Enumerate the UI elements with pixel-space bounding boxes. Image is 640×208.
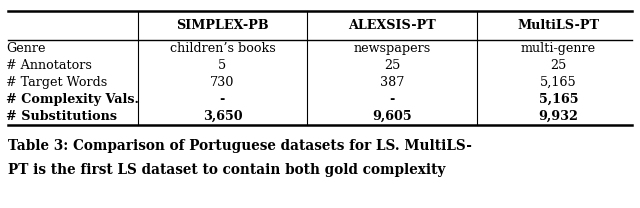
- Text: multi-genre: multi-genre: [521, 42, 596, 54]
- Text: 3,650: 3,650: [203, 110, 242, 123]
- Text: 730: 730: [210, 76, 235, 89]
- Text: newspapers: newspapers: [353, 42, 431, 54]
- Text: 9,605: 9,605: [372, 110, 412, 123]
- Text: 25: 25: [550, 59, 566, 72]
- Text: 5: 5: [218, 59, 227, 72]
- Text: 5,165: 5,165: [539, 93, 578, 106]
- Text: 9,932: 9,932: [538, 110, 579, 123]
- Text: ALEXSIS-PT: ALEXSIS-PT: [348, 19, 436, 32]
- Text: # Annotators: # Annotators: [6, 59, 92, 72]
- Text: # Target Words: # Target Words: [6, 76, 108, 89]
- Text: # Substitutions: # Substitutions: [6, 110, 117, 123]
- Text: children’s books: children’s books: [170, 42, 275, 54]
- Text: SIMPLEX-PB: SIMPLEX-PB: [176, 19, 269, 32]
- Text: -: -: [220, 93, 225, 106]
- Text: -: -: [389, 93, 395, 106]
- Text: PT is the first LS dataset to contain both gold complexity: PT is the first LS dataset to contain bo…: [8, 163, 445, 177]
- Text: # Complexity Vals.: # Complexity Vals.: [6, 93, 140, 106]
- Text: Genre: Genre: [6, 42, 46, 54]
- Text: 387: 387: [380, 76, 404, 89]
- Text: 5,165: 5,165: [540, 76, 577, 89]
- Text: 25: 25: [384, 59, 400, 72]
- Text: MultiLS-PT: MultiLS-PT: [517, 19, 600, 32]
- Text: Table 3: Comparison of Portuguese datasets for LS. MultiLS-: Table 3: Comparison of Portuguese datase…: [8, 139, 472, 153]
